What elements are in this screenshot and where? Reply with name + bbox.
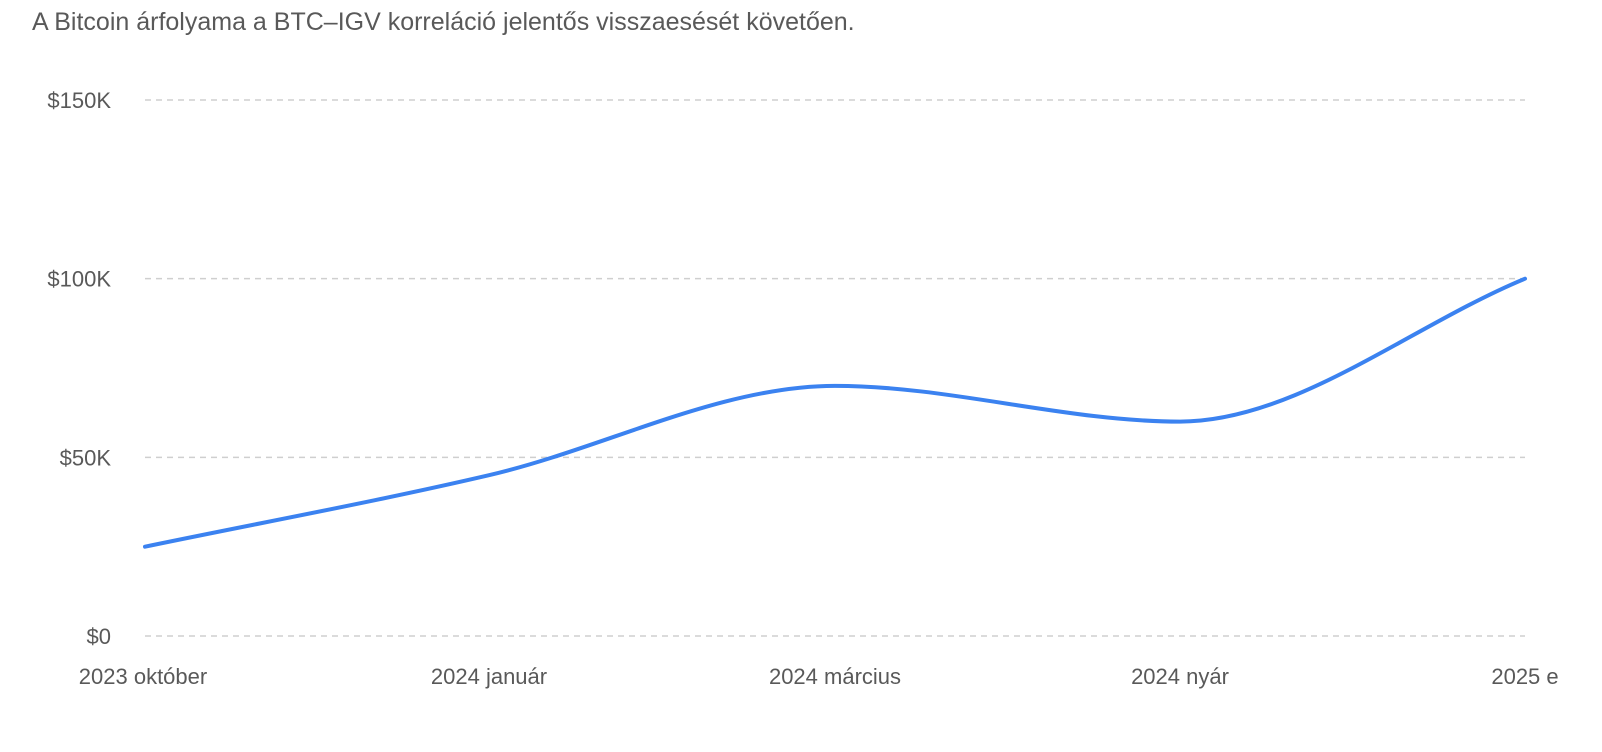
x-tick-label: 2024 nyár <box>1131 664 1229 689</box>
y-tick-label: $0 <box>87 624 111 649</box>
chart-caption: A Bitcoin árfolyama a BTC–IGV korreláció… <box>32 8 855 36</box>
y-tick-label: $150K <box>47 88 111 113</box>
y-tick-label: $50K <box>60 445 112 470</box>
x-tick-label: 2025 e <box>1491 664 1558 689</box>
series-line <box>143 276 1527 549</box>
series-layer <box>143 276 1527 549</box>
y-axis-ticks: $0 $50K $100K $150K <box>47 88 111 649</box>
grid-lines <box>145 99 1525 637</box>
y-tick-label: $100K <box>47 267 111 292</box>
x-axis-ticks: 2023 október 2024 január 2024 március 2024 … <box>79 664 1559 689</box>
x-tick-label: 2024 január <box>431 664 547 689</box>
x-tick-label: 2023 október <box>79 664 207 689</box>
x-tick-label: 2024 március <box>769 664 901 689</box>
